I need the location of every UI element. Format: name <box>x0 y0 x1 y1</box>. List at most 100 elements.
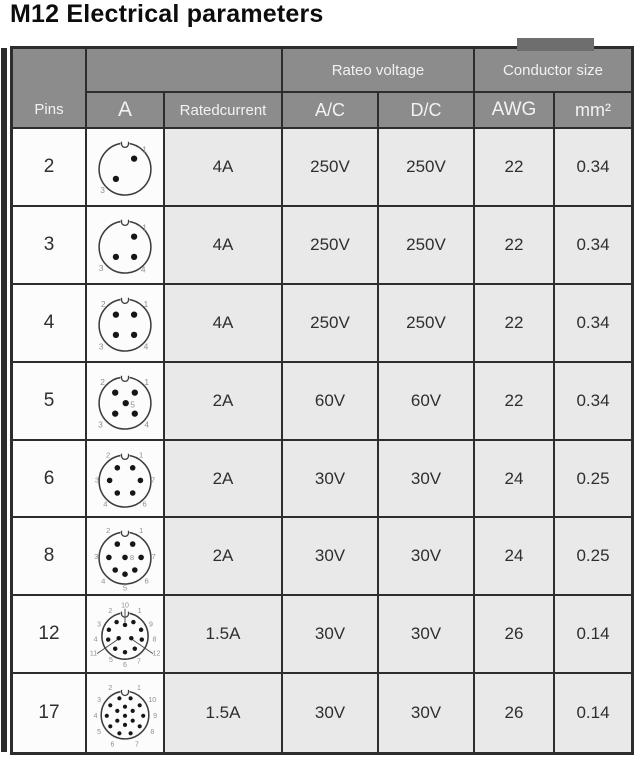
pins-count: 6 <box>13 440 87 519</box>
parameters-table: Pins Rateo voltage Conductor size A Rate… <box>10 46 634 756</box>
svg-text:1: 1 <box>139 450 143 459</box>
connector-face-icon: 10 2 1 3 9 4 8 11 12 5 6 7 <box>90 603 160 670</box>
dc-voltage-value: 30V <box>379 674 475 753</box>
svg-text:8: 8 <box>130 554 134 563</box>
svg-text:4: 4 <box>103 499 108 508</box>
svg-text:3: 3 <box>94 552 98 561</box>
svg-text:1: 1 <box>137 685 141 692</box>
mm2-value: 0.34 <box>555 284 631 363</box>
awg-value: 22 <box>475 129 555 207</box>
awg-value: 24 <box>475 440 555 519</box>
dc-voltage-value: 250V <box>379 206 475 285</box>
pin-diagram-cell: 2 1 3 7 4 6 <box>87 440 165 519</box>
ac-voltage-value: 30V <box>283 440 379 519</box>
svg-text:4: 4 <box>101 577 106 586</box>
header-rated-voltage-group: Rateo voltage <box>283 49 475 93</box>
connector-face-icon: 2 1 3 10 4 9 5 8 6 7 <box>94 685 158 748</box>
svg-text:6: 6 <box>145 577 149 586</box>
svg-text:7: 7 <box>135 742 139 748</box>
dc-voltage-value: 60V <box>379 362 475 441</box>
mm2-value: 0.34 <box>555 206 631 285</box>
svg-text:11: 11 <box>90 651 97 658</box>
top-right-dark-patch <box>517 38 594 51</box>
connector-face-icon: 13 <box>98 140 152 196</box>
pin-diagram-cell: 2 1 3 10 4 9 5 8 6 7 <box>87 674 165 753</box>
pins-count: 2 <box>13 129 87 207</box>
awg-value: 22 <box>475 362 555 441</box>
pin-diagram-cell: 10 2 1 3 9 4 8 11 12 5 6 7 <box>87 596 165 675</box>
svg-text:4: 4 <box>144 341 149 351</box>
svg-text:4: 4 <box>141 264 146 274</box>
header-dc: D/C <box>379 93 475 129</box>
header-pins: Pins <box>13 49 87 129</box>
svg-text:2: 2 <box>106 450 110 459</box>
mm2-value: 0.14 <box>555 674 631 753</box>
rated-current-value: 2A <box>165 518 283 597</box>
pins-count: 12 <box>13 596 87 675</box>
awg-value: 22 <box>475 206 555 285</box>
svg-text:1: 1 <box>144 377 149 387</box>
ac-voltage-value: 30V <box>283 674 379 753</box>
svg-text:4: 4 <box>94 637 98 644</box>
header-mm2: mm² <box>555 93 631 129</box>
mm2-value: 0.14 <box>555 596 631 675</box>
rated-current-value: 1.5A <box>165 674 283 753</box>
svg-text:2: 2 <box>106 526 110 535</box>
rated-current-value: 2A <box>165 362 283 441</box>
mm2-value: 0.25 <box>555 518 631 597</box>
dc-voltage-value: 30V <box>379 518 475 597</box>
awg-value: 26 <box>475 674 555 753</box>
pins-count: 4 <box>13 284 87 363</box>
header-empty-spacer <box>87 49 283 93</box>
header-rated-current: Ratedcurrent <box>165 93 283 129</box>
svg-text:1: 1 <box>144 299 149 309</box>
header-awg: AWG <box>475 93 555 129</box>
pins-count: 5 <box>13 362 87 441</box>
rated-current-value: 4A <box>165 206 283 285</box>
header-conductor-size-group: Conductor size <box>475 49 631 93</box>
svg-text:10: 10 <box>148 697 156 704</box>
svg-text:8: 8 <box>152 637 156 644</box>
rated-current-value: 1.5A <box>165 596 283 675</box>
ac-voltage-value: 250V <box>283 129 379 207</box>
ac-voltage-value: 250V <box>283 284 379 363</box>
svg-text:5: 5 <box>130 399 135 409</box>
svg-text:1: 1 <box>142 222 147 232</box>
svg-text:12: 12 <box>153 651 160 658</box>
rated-current-value: 2A <box>165 440 283 519</box>
rated-current-value: 4A <box>165 284 283 363</box>
svg-text:10: 10 <box>121 603 129 610</box>
ac-voltage-value: 250V <box>283 206 379 285</box>
pin-diagram-cell: 1 3 4 <box>87 206 165 285</box>
svg-text:1: 1 <box>139 526 143 535</box>
dc-voltage-value: 250V <box>379 129 475 207</box>
svg-text:4: 4 <box>94 713 98 720</box>
svg-text:7: 7 <box>152 552 156 561</box>
svg-text:6: 6 <box>142 499 146 508</box>
svg-text:2: 2 <box>100 377 105 387</box>
dc-voltage-value: 30V <box>379 440 475 519</box>
left-edge-bar <box>1 48 7 752</box>
svg-text:3: 3 <box>100 185 105 195</box>
pins-count: 8 <box>13 518 87 597</box>
awg-value: 22 <box>475 284 555 363</box>
mm2-value: 0.34 <box>555 129 631 207</box>
rated-current-value: 4A <box>165 129 283 207</box>
svg-text:1: 1 <box>142 144 147 154</box>
connector-face-icon: 2 1 3 7 4 6 <box>95 450 155 508</box>
connector-face-icon: 1 3 4 <box>98 218 152 274</box>
svg-text:3: 3 <box>97 622 101 629</box>
svg-text:5: 5 <box>97 729 101 736</box>
svg-text:5: 5 <box>109 657 113 664</box>
connector-face-icon: 2 1 3 45 <box>98 374 152 430</box>
svg-text:3: 3 <box>97 697 101 704</box>
dc-voltage-value: 30V <box>379 596 475 675</box>
pins-count: 3 <box>13 206 87 285</box>
svg-text:2: 2 <box>108 685 112 692</box>
pin-diagram-cell: 2 1 3 4 <box>87 284 165 363</box>
svg-text:1: 1 <box>138 608 142 615</box>
mm2-value: 0.34 <box>555 362 631 441</box>
awg-value: 24 <box>475 518 555 597</box>
